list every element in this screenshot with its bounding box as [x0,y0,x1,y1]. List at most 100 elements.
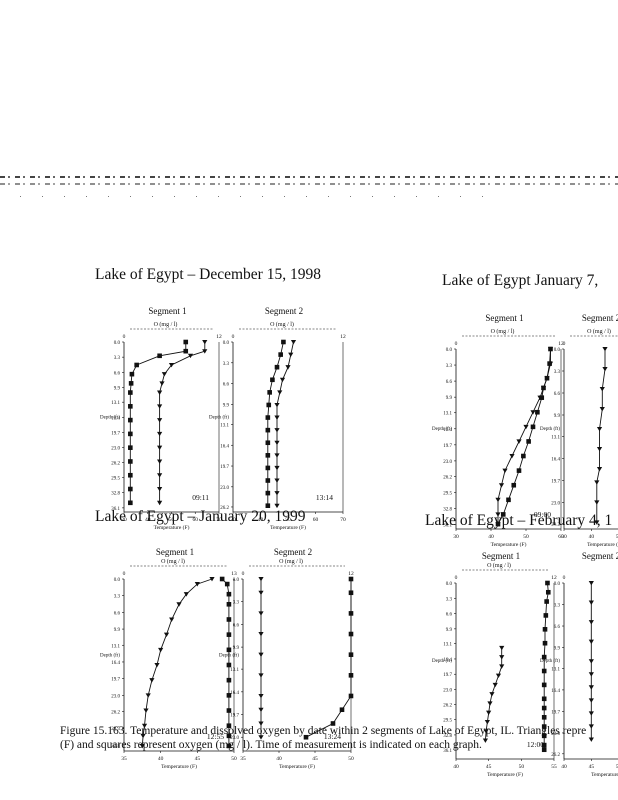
y-tick-label: 9.9 [446,628,453,633]
oxygen-point [541,696,547,702]
caption-line: (F) and squares represent oxygen (mg / l… [60,739,482,751]
y-tick-label: 19.7 [551,710,560,715]
y-tick-label: 29.5 [443,492,452,497]
depth-profile-chart: Segment 2 40 45 50 00.0 3.3 6.6 9.9 13.1 16.4 19.7… [536,545,618,781]
x-tick-label: 45 [589,764,595,770]
oxygen-point [348,652,354,657]
oxygen-point [224,581,230,587]
oxygen-tick-label: 0 [123,334,126,340]
chart-heading: Lake of Egypt January 7, [442,272,599,289]
y-tick-label: 3.3 [114,356,121,361]
time-label: 09:00 [534,510,551,519]
x-tick-label: 50 [616,534,618,540]
y-tick-label: 6.6 [554,625,561,630]
y-tick-label: 9.9 [233,646,240,651]
x-tick-label: 40 [561,764,567,770]
x-tick-label: 50 [169,517,175,523]
temperature-point [140,733,146,739]
oxygen-point [545,580,550,586]
y-axis-label: Depth (ft) [432,427,452,432]
oxygen-point [128,445,133,450]
chart-svg: Segment 2 O (mg / l) 30 40 50 00.0 3.3 6.6 9.9 13… [540,313,618,548]
temperature-point [161,372,167,377]
temperature-point [258,590,264,596]
y-tick-label: 13.1 [111,401,120,406]
time-label: 13:14 [316,493,333,502]
oxygen-tick-label: 12 [551,575,557,581]
time-label: 12:55 [207,732,224,741]
y-tick-label: 13.1 [230,668,239,673]
y-tick-label: 9.9 [114,386,121,391]
temperature-line [276,341,294,506]
y-tick-label: 19.7 [220,465,229,470]
oxygen-axis-label: O (mg / l) [491,328,515,335]
oxygen-point [541,742,547,748]
temperature-point [163,632,170,638]
x-tick-label: 50 [231,756,237,762]
y-axis-label: Depth (ft) [100,653,120,658]
oxygen-point [265,453,271,458]
oxygen-point [226,632,232,637]
y-tick-label: 16.4 [111,416,120,421]
x-axis-label: Temperature (F) [279,763,315,770]
oxygen-axis-label: O (mg / l) [270,321,294,328]
oxygen-point [526,439,531,444]
y-tick-label: 13.1 [443,412,452,417]
temperature-point [594,480,600,485]
x-axis-label: Temperature (F) [491,541,527,548]
oxygen-tick-label: 13 [231,571,237,577]
oxygen-point [128,431,133,437]
segment-title: Segment 2 [265,306,303,316]
y-tick-label: 19.7 [443,673,452,678]
x-tick-label: 50 [348,756,354,762]
y-tick-label: 36.1 [443,749,452,754]
temperature-point [487,701,493,706]
oxygen-line [543,582,549,750]
oxygen-tick-label: 0 [563,341,566,347]
temperature-point [594,520,600,525]
temperature-point [502,468,508,474]
x-axis-label: Temperature (F) [487,771,523,778]
temperature-point [274,478,280,483]
x-tick-label: 40 [488,534,494,540]
temperature-point [588,672,594,677]
oxygen-point [348,590,354,596]
y-tick-label: 6.6 [114,371,121,376]
oxygen-point [530,424,536,430]
oxygen-axis-label: O (mg / l) [161,558,185,565]
y-tick-label: 19.7 [551,479,560,484]
temperature-point [290,340,297,345]
y-axis-label: Depth (ft) [540,659,560,664]
temperature-point [498,483,505,488]
x-tick-label: 60 [313,517,319,523]
oxygen-point [348,631,354,637]
temperature-point [495,512,501,517]
y-tick-label: 9.9 [114,628,121,633]
y-tick-label: 16.4 [551,689,560,694]
y-tick-label: 16.4 [230,691,239,696]
x-tick-label: 70 [340,517,346,523]
x-tick-label: 60 [558,534,564,540]
segment-title: Segment 1 [148,306,186,316]
y-tick-label: 13.1 [220,423,229,428]
oxygen-tick-label: 0 [455,575,458,581]
y-tick-label: 23.0 [443,689,452,694]
temperature-point [258,673,264,678]
time-label: 09:11 [192,493,209,502]
chart-heading: Lake of Egypt – December 15, 1998 [95,266,321,283]
segment-title: Segment 2 [582,313,618,323]
temperature-point [599,387,605,392]
temperature-point [157,390,163,395]
temperature-point [194,582,200,587]
temperature-point [139,743,145,749]
oxygen-point [495,521,501,527]
oxygen-point [265,465,271,471]
temperature-point [499,645,505,651]
oxygen-point [516,468,522,473]
x-tick-label: 50 [285,517,291,523]
temperature-point [274,503,280,509]
y-tick-label: 16.4 [551,457,560,462]
temperature-point [482,738,488,743]
temperature-point [258,707,264,713]
